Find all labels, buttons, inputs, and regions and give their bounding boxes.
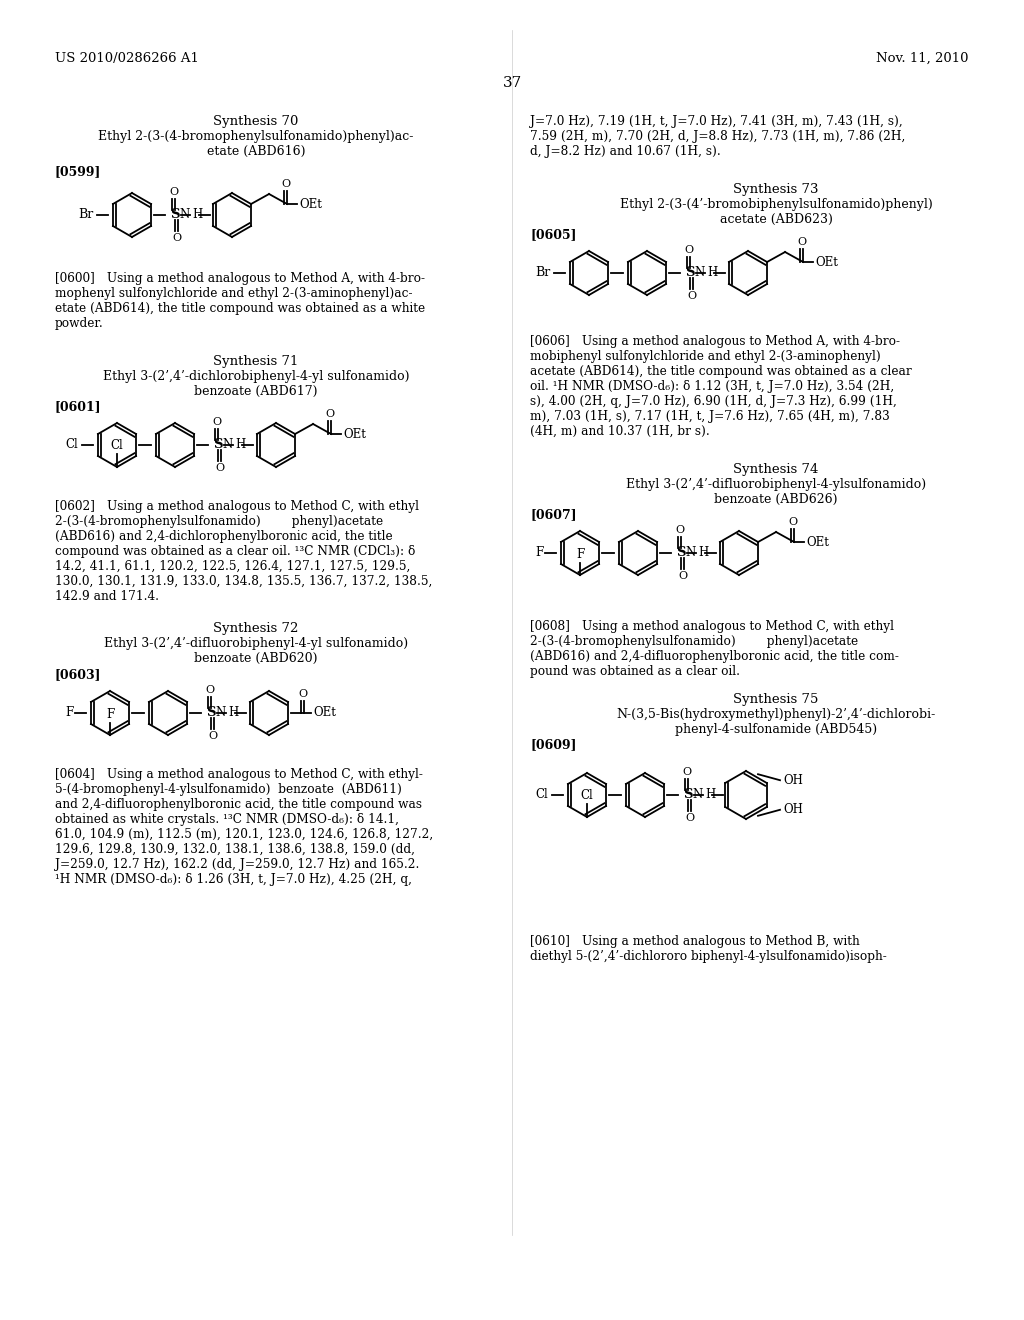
Text: F: F — [65, 706, 74, 719]
Text: [0603]: [0603] — [55, 668, 101, 681]
Text: S: S — [213, 438, 223, 451]
Text: O: O — [687, 290, 696, 301]
Text: OEt: OEt — [806, 536, 828, 549]
Text: H: H — [705, 788, 715, 800]
Text: [0599]: [0599] — [55, 165, 101, 178]
Text: [0601]: [0601] — [55, 400, 101, 413]
Text: 37: 37 — [503, 77, 521, 90]
Text: O: O — [678, 572, 687, 581]
Text: [0605]: [0605] — [530, 228, 577, 242]
Text: Cl: Cl — [535, 788, 548, 801]
Text: N: N — [223, 437, 233, 450]
Text: O: O — [325, 409, 334, 418]
Text: OH: OH — [783, 774, 803, 787]
Text: Ethyl 3-(2’,4’-difluorobiphenyl-4-yl sulfonamido)
benzoate (ABD620): Ethyl 3-(2’,4’-difluorobiphenyl-4-yl sul… — [104, 638, 408, 665]
Text: O: O — [205, 685, 214, 696]
Text: O: O — [797, 238, 806, 247]
Text: N: N — [686, 545, 696, 558]
Text: Ethyl 3-(2’,4’-dichlorobiphenyl-4-yl sulfonamido)
benzoate (ABD617): Ethyl 3-(2’,4’-dichlorobiphenyl-4-yl sul… — [102, 370, 410, 399]
Text: OH: OH — [783, 804, 803, 816]
Text: [0610] Using a method analogous to Method B, with
diethyl 5-(2’,4’-dichlororo bi: [0610] Using a method analogous to Metho… — [530, 935, 887, 964]
Text: S: S — [685, 267, 694, 280]
Text: Br: Br — [535, 267, 550, 280]
Text: H: H — [698, 545, 709, 558]
Text: OEt: OEt — [299, 198, 322, 210]
Text: Synthesis 73: Synthesis 73 — [733, 183, 819, 195]
Text: O: O — [212, 417, 221, 426]
Text: [0607]: [0607] — [530, 508, 577, 521]
Text: Synthesis 72: Synthesis 72 — [213, 622, 299, 635]
Text: F: F — [575, 548, 584, 561]
Text: [0606] Using a method analogous to Method A, with 4-bro-
mobiphenyl sulfonylchlo: [0606] Using a method analogous to Metho… — [530, 335, 911, 438]
Text: S: S — [206, 706, 216, 719]
Text: N: N — [694, 265, 705, 279]
Text: O: O — [169, 187, 178, 197]
Text: US 2010/0286266 A1: US 2010/0286266 A1 — [55, 51, 199, 65]
Text: F: F — [105, 708, 114, 721]
Text: Ethyl 2-(3-(4’-bromobiphenylsulfonamido)phenyl)
acetate (ABD623): Ethyl 2-(3-(4’-bromobiphenylsulfonamido)… — [620, 198, 933, 226]
Text: O: O — [788, 517, 797, 527]
Text: Cl: Cl — [581, 789, 593, 803]
Text: Ethyl 3-(2’,4’-difluorobiphenyl-4-ylsulfonamido)
benzoate (ABD626): Ethyl 3-(2’,4’-difluorobiphenyl-4-ylsulf… — [626, 478, 926, 506]
Text: O: O — [685, 813, 694, 822]
Text: Synthesis 75: Synthesis 75 — [733, 693, 818, 706]
Text: Ethyl 2-(3-(4-bromophenylsulfonamido)phenyl)ac-
etate (ABD616): Ethyl 2-(3-(4-bromophenylsulfonamido)phe… — [98, 129, 414, 158]
Text: OEt: OEt — [343, 428, 366, 441]
Text: N: N — [693, 788, 703, 800]
Text: H: H — [193, 207, 203, 220]
Text: O: O — [215, 463, 224, 473]
Text: Synthesis 74: Synthesis 74 — [733, 463, 818, 477]
Text: O: O — [298, 689, 307, 700]
Text: N-(3,5-Bis(hydroxymethyl)phenyl)-2’,4’-dichlorobi-
phenyl-4-sulfonamide (ABD545): N-(3,5-Bis(hydroxymethyl)phenyl)-2’,4’-d… — [616, 708, 936, 737]
Text: Br: Br — [78, 209, 93, 222]
Text: S: S — [170, 209, 180, 222]
Text: F: F — [535, 546, 544, 560]
Text: H: H — [234, 437, 246, 450]
Text: Nov. 11, 2010: Nov. 11, 2010 — [877, 51, 969, 65]
Text: [0602] Using a method analogous to Method C, with ethyl
2-(3-(4-bromophenylsulfo: [0602] Using a method analogous to Metho… — [55, 500, 432, 603]
Text: [0600] Using a method analogous to Method A, with 4-bro-
mophenyl sulfonylchlori: [0600] Using a method analogous to Metho… — [55, 272, 425, 330]
Text: O: O — [684, 246, 693, 255]
Text: J=7.0 Hz), 7.19 (1H, t, J=7.0 Hz), 7.41 (3H, m), 7.43 (1H, s),
7.59 (2H, m), 7.7: J=7.0 Hz), 7.19 (1H, t, J=7.0 Hz), 7.41 … — [530, 115, 905, 158]
Text: S: S — [676, 546, 686, 560]
Text: H: H — [707, 265, 717, 279]
Text: O: O — [675, 525, 684, 535]
Text: [0609]: [0609] — [530, 738, 577, 751]
Text: O: O — [208, 731, 217, 741]
Text: O: O — [172, 234, 181, 243]
Text: N: N — [216, 705, 226, 718]
Text: [0604] Using a method analogous to Method C, with ethyl-
5-(4-bromophenyl-4-ylsu: [0604] Using a method analogous to Metho… — [55, 768, 433, 886]
Text: O: O — [682, 767, 691, 777]
Text: OEt: OEt — [313, 706, 336, 719]
Text: H: H — [228, 705, 239, 718]
Text: O: O — [281, 180, 290, 189]
Text: Synthesis 70: Synthesis 70 — [213, 115, 299, 128]
Text: Synthesis 71: Synthesis 71 — [213, 355, 299, 368]
Text: Cl: Cl — [111, 440, 123, 451]
Text: [0608] Using a method analogous to Method C, with ethyl
2-(3-(4-bromophenylsulfo: [0608] Using a method analogous to Metho… — [530, 620, 899, 678]
Text: OEt: OEt — [815, 256, 838, 268]
Text: N: N — [180, 207, 190, 220]
Text: Cl: Cl — [65, 438, 78, 451]
Text: S: S — [683, 788, 693, 801]
